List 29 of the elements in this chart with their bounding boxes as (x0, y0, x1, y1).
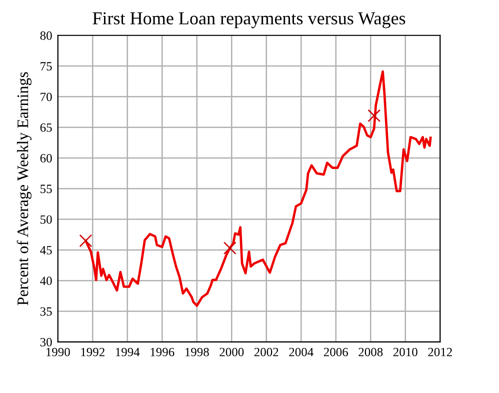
y-tick-label: 55 (40, 184, 52, 194)
line-series (84, 70, 432, 307)
x-tick-label: 1992 (81, 348, 104, 356)
point (368, 109, 381, 122)
x-tick-label: 1994 (116, 348, 140, 356)
x-tick-label: 2010 (393, 348, 418, 356)
y-tick-label: 65 (40, 123, 52, 132)
x-tick-label: 2008 (358, 348, 383, 356)
point (79, 234, 92, 248)
y-tick-label: 50 (40, 215, 52, 224)
y-tick-label: 35 (40, 307, 52, 316)
x-tick-label: 1998 (185, 348, 209, 356)
y-tick-label: 70 (40, 92, 52, 102)
y-tick-label: 40 (40, 276, 52, 286)
x-tick-label: 2004 (289, 348, 314, 356)
y-tick-label: 80 (40, 31, 52, 40)
x-tick-label: 1990 (46, 348, 70, 356)
x-tick-label: 2002 (254, 348, 278, 356)
x-tick-label: 2006 (324, 348, 348, 356)
point (223, 242, 236, 255)
y-tick-label: 75 (40, 62, 52, 70)
x-tick-label: 2000 (220, 348, 244, 356)
y-tick-label: 30 (40, 338, 52, 346)
chart-title: First Home Loan repayments versus Wages (92, 12, 406, 28)
y-axis-title: Percent of Average Weekly Earnings (16, 72, 32, 306)
y-tick-label: 60 (40, 154, 52, 162)
x-tick-label: 2012 (428, 348, 452, 356)
y-tick-label: 45 (40, 246, 52, 254)
x-tick-label: 1996 (150, 348, 174, 356)
